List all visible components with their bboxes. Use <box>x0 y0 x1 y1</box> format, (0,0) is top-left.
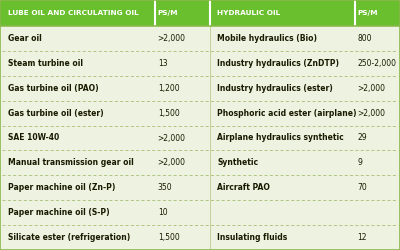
Bar <box>0 126 400 150</box>
Bar <box>0 26 400 51</box>
Bar <box>0 101 400 126</box>
Bar <box>0 150 400 175</box>
Text: 250-2,000: 250-2,000 <box>357 59 396 68</box>
Bar <box>0 76 400 101</box>
Text: Mobile hydraulics (Bio): Mobile hydraulics (Bio) <box>217 34 317 43</box>
Text: HYDRAULIC OIL: HYDRAULIC OIL <box>217 10 280 16</box>
Text: >2,000: >2,000 <box>357 84 385 93</box>
Text: 29: 29 <box>357 134 367 142</box>
Text: >2,000: >2,000 <box>158 34 186 43</box>
Text: Airplane hydraulics synthetic: Airplane hydraulics synthetic <box>217 134 344 142</box>
Bar <box>155 0 210 26</box>
Text: Synthetic: Synthetic <box>217 158 258 168</box>
Text: SAE 10W-40: SAE 10W-40 <box>8 134 59 142</box>
Text: Industry hydraulics (ester): Industry hydraulics (ester) <box>217 84 333 93</box>
Text: 1,500: 1,500 <box>158 108 180 118</box>
Bar <box>355 0 400 26</box>
Text: PS/M: PS/M <box>357 10 378 16</box>
Bar <box>0 51 400 76</box>
Text: Steam turbine oil: Steam turbine oil <box>8 59 83 68</box>
Text: Aircraft PAO: Aircraft PAO <box>217 183 270 192</box>
Text: >2,000: >2,000 <box>158 134 186 142</box>
Text: Insulating fluids: Insulating fluids <box>217 233 288 242</box>
Text: 70: 70 <box>357 183 367 192</box>
Bar <box>0 200 400 225</box>
Text: Gas turbine oil (PAO): Gas turbine oil (PAO) <box>8 84 98 93</box>
Text: 350: 350 <box>158 183 172 192</box>
Text: 1,200: 1,200 <box>158 84 179 93</box>
Text: >2,000: >2,000 <box>357 108 385 118</box>
Text: Phosphoric acid ester (airplane): Phosphoric acid ester (airplane) <box>217 108 357 118</box>
Bar <box>0 0 155 26</box>
Text: PS/M: PS/M <box>158 10 178 16</box>
Text: Gas turbine oil (ester): Gas turbine oil (ester) <box>8 108 103 118</box>
Text: Silicate ester (refrigeration): Silicate ester (refrigeration) <box>8 233 130 242</box>
Text: Gear oil: Gear oil <box>8 34 42 43</box>
Text: >2,000: >2,000 <box>158 158 186 168</box>
Text: 12: 12 <box>357 233 367 242</box>
Text: 800: 800 <box>357 34 372 43</box>
Text: Manual transmission gear oil: Manual transmission gear oil <box>8 158 134 168</box>
Text: 1,500: 1,500 <box>158 233 180 242</box>
Text: 13: 13 <box>158 59 167 68</box>
Bar <box>210 0 355 26</box>
Text: Paper machine oil (Zn-P): Paper machine oil (Zn-P) <box>8 183 115 192</box>
Text: Paper machine oil (S-P): Paper machine oil (S-P) <box>8 208 109 217</box>
Bar <box>0 225 400 250</box>
Bar <box>0 175 400 200</box>
Text: LUBE OIL AND CIRCULATING OIL: LUBE OIL AND CIRCULATING OIL <box>8 10 138 16</box>
Text: 10: 10 <box>158 208 167 217</box>
Text: 9: 9 <box>357 158 362 168</box>
Text: Industry hydraulics (ZnDTP): Industry hydraulics (ZnDTP) <box>217 59 339 68</box>
